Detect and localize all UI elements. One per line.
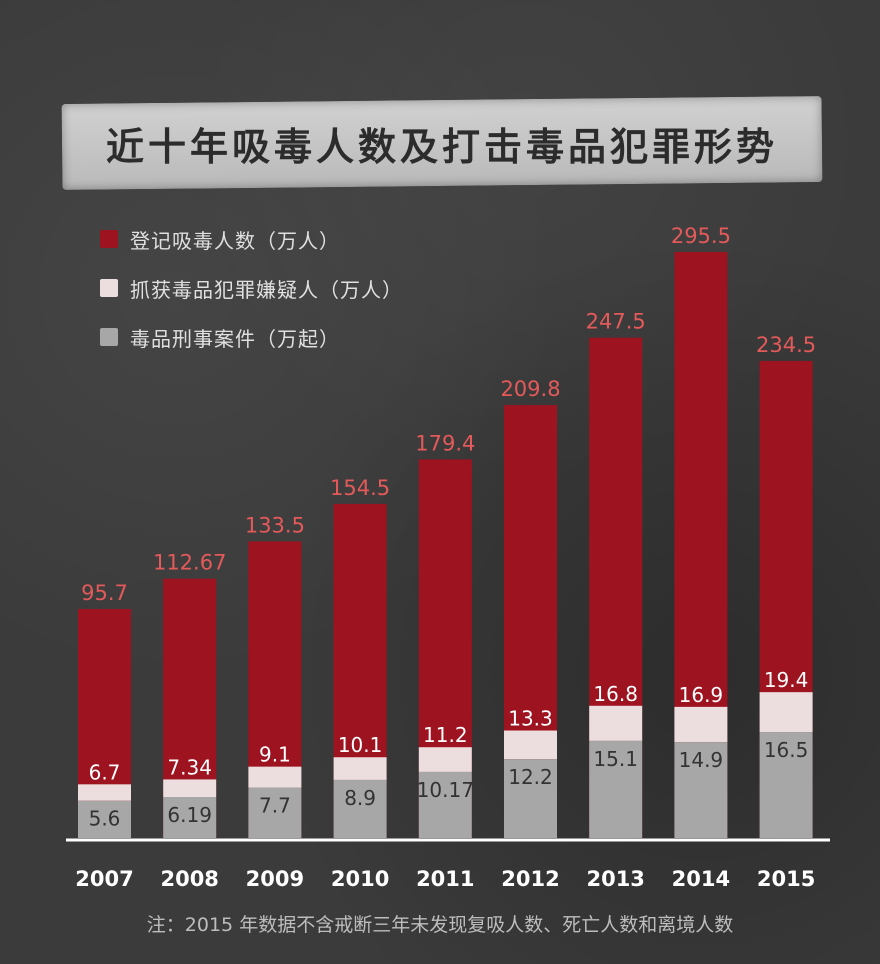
legend-swatch-registered <box>100 230 118 248</box>
label-registered-2014: 295.5 <box>671 224 731 248</box>
bar-suspects-2014 <box>674 706 728 743</box>
bar-cases-2007 <box>78 800 131 838</box>
bar-cases-2008 <box>163 797 217 838</box>
bar-suspects-2015 <box>759 692 813 733</box>
bar-cases-2010 <box>333 779 387 838</box>
x-tick-label-2012: 2012 <box>501 867 559 891</box>
footnote: 注：2015 年数据不含戒断三年未发现复吸人数、死亡人数和离境人数 <box>146 914 734 936</box>
x-tick-label-2007: 2007 <box>75 867 133 891</box>
label-cases-2008: 6.19 <box>167 803 212 827</box>
bar-cases-2009 <box>248 787 302 838</box>
bar-suspects-2011 <box>418 747 472 772</box>
chart-title: 近十年吸毒人数及打击毒品犯罪形势 <box>105 123 778 169</box>
legend: 登记吸毒人数（万人） 抓获毒品犯罪嫌疑人（万人） 毒品刑事案件（万起） <box>100 224 403 371</box>
label-suspects-2008: 7.34 <box>167 755 212 779</box>
label-suspects-2011: 11.2 <box>423 723 468 747</box>
label-suspects-2014: 16.9 <box>679 683 724 707</box>
bar-suspects-2010 <box>333 757 387 780</box>
bar-suspects-2012 <box>504 730 557 760</box>
label-registered-2011: 179.4 <box>415 431 475 455</box>
label-cases-2014: 14.9 <box>679 748 724 772</box>
legend-label-cases: 毒品刑事案件（万起） <box>130 326 340 351</box>
x-tick-label-2011: 2011 <box>416 867 474 891</box>
label-suspects-2010: 10.1 <box>338 733 383 757</box>
bar-cases-2014 <box>674 742 728 838</box>
label-registered-2012: 209.8 <box>500 377 560 401</box>
label-cases-2007: 5.6 <box>89 807 121 831</box>
legend-item-suspects: 抓获毒品犯罪嫌疑人（万人） <box>100 273 403 303</box>
label-cases-2012: 12.2 <box>508 765 553 789</box>
x-tick-label-2010: 2010 <box>331 867 389 891</box>
legend-label-registered: 登记吸毒人数（万人） <box>130 228 340 253</box>
x-tick-label-2013: 2013 <box>586 867 644 891</box>
bar-cases-2011 <box>418 771 472 838</box>
label-cases-2011: 10.17 <box>417 778 474 802</box>
label-registered-2010: 154.5 <box>330 476 390 500</box>
label-cases-2013: 15.1 <box>593 747 638 771</box>
bar-suspects-2013 <box>589 705 643 741</box>
legend-item-registered: 登记吸毒人数（万人） <box>100 224 403 254</box>
label-cases-2009: 7.7 <box>259 793 291 817</box>
bar-cases-2013 <box>589 740 643 838</box>
x-tick-label-2009: 2009 <box>246 867 304 891</box>
label-registered-2009: 133.5 <box>245 513 305 537</box>
legend-swatch-cases <box>100 328 118 346</box>
bar-cases-2015 <box>759 732 813 838</box>
bar-suspects-2009 <box>248 766 302 788</box>
label-registered-2008: 112.67 <box>153 551 226 575</box>
label-registered-2013: 247.5 <box>586 310 646 334</box>
legend-item-cases: 毒品刑事案件（万起） <box>100 322 403 352</box>
bar-cases-2012 <box>504 759 557 838</box>
label-suspects-2007: 6.7 <box>89 760 121 784</box>
label-suspects-2015: 19.4 <box>764 668 809 692</box>
label-suspects-2009: 9.1 <box>259 743 291 767</box>
label-registered-2007: 95.7 <box>81 581 128 605</box>
legend-swatch-suspects <box>100 279 118 297</box>
label-registered-2015: 234.5 <box>756 333 816 357</box>
label-cases-2015: 16.5 <box>764 738 809 762</box>
x-tick-label-2015: 2015 <box>757 867 815 891</box>
x-tick-label-2014: 2014 <box>672 867 730 891</box>
label-suspects-2012: 13.3 <box>508 707 553 731</box>
x-tick-label-2008: 2008 <box>160 867 218 891</box>
bar-suspects-2008 <box>163 779 217 798</box>
legend-label-suspects: 抓获毒品犯罪嫌疑人（万人） <box>130 277 403 302</box>
label-cases-2010: 8.9 <box>344 786 376 810</box>
bar-suspects-2007 <box>78 784 131 801</box>
label-suspects-2013: 16.8 <box>593 682 638 706</box>
